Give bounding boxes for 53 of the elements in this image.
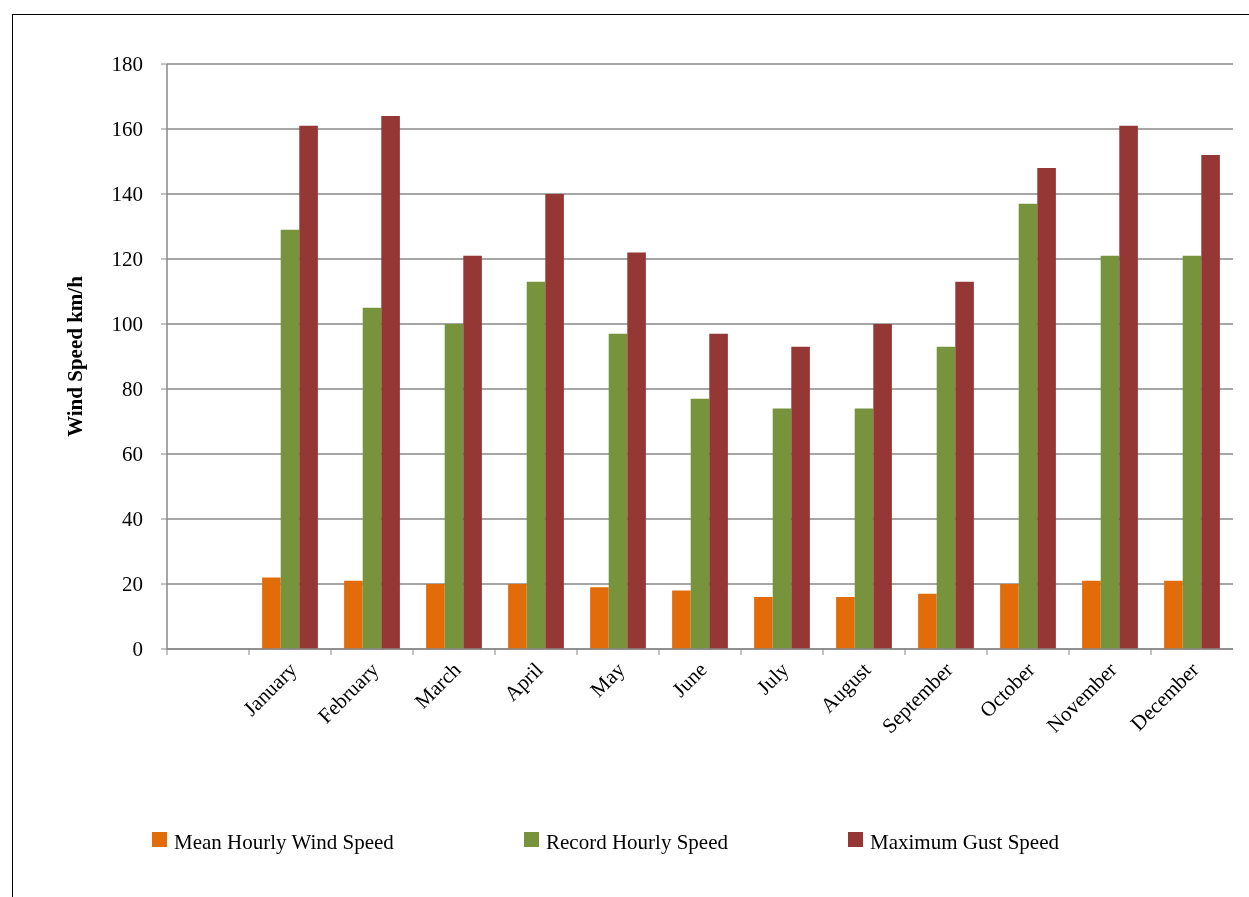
y-tick-label: 180: [111, 52, 143, 77]
bar: [1018, 203, 1038, 649]
bar: [772, 408, 792, 649]
bar: [709, 333, 728, 649]
bar: [344, 580, 363, 649]
bar: [280, 229, 300, 649]
x-tick-label: May: [585, 657, 630, 702]
y-tick-label: 20: [122, 572, 143, 597]
bar: [426, 584, 445, 649]
legend-label: Record Hourly Speed: [546, 830, 729, 855]
bar: [381, 116, 400, 649]
bar: [1164, 580, 1183, 649]
y-tick-label: 140: [111, 182, 143, 207]
bar: [526, 281, 546, 649]
y-axis-title: Wind Speed km/h: [63, 275, 87, 437]
bar: [1119, 125, 1138, 649]
bar: [362, 307, 382, 649]
x-tick-label: July: [751, 657, 794, 700]
bar: [791, 346, 810, 649]
bar: [836, 597, 855, 649]
bar: [608, 333, 628, 649]
bar: [936, 346, 956, 649]
bar: [672, 590, 691, 649]
y-tick-label: 100: [111, 312, 143, 337]
bar: [508, 584, 527, 649]
y-tick-label: 160: [111, 117, 143, 142]
bar: [444, 324, 464, 649]
bar: [1082, 580, 1101, 649]
legend-label: Maximum Gust Speed: [870, 830, 1060, 855]
bar: [1000, 584, 1019, 649]
y-tick-label: 80: [122, 377, 143, 402]
bar: [873, 324, 892, 649]
bar: [590, 587, 609, 649]
bar: [463, 255, 482, 649]
bar: [754, 597, 773, 649]
bar: [918, 593, 937, 649]
x-tick-label: June: [667, 657, 712, 702]
bar: [854, 408, 874, 649]
bar: [299, 125, 318, 649]
y-tick-label: 120: [111, 247, 143, 272]
bar: [1201, 155, 1220, 649]
y-tick-label: 60: [122, 442, 143, 467]
y-tick-label: 40: [122, 507, 143, 532]
y-tick-label: 0: [132, 637, 143, 662]
bar: [690, 398, 710, 649]
bar: [262, 577, 281, 649]
bar: [955, 281, 974, 649]
bar: [1037, 168, 1056, 649]
bar: [1182, 255, 1202, 649]
bar: [1100, 255, 1120, 649]
bar: [545, 194, 564, 649]
legend-label: Mean Hourly Wind Speed: [174, 830, 395, 855]
bar: [627, 252, 646, 649]
